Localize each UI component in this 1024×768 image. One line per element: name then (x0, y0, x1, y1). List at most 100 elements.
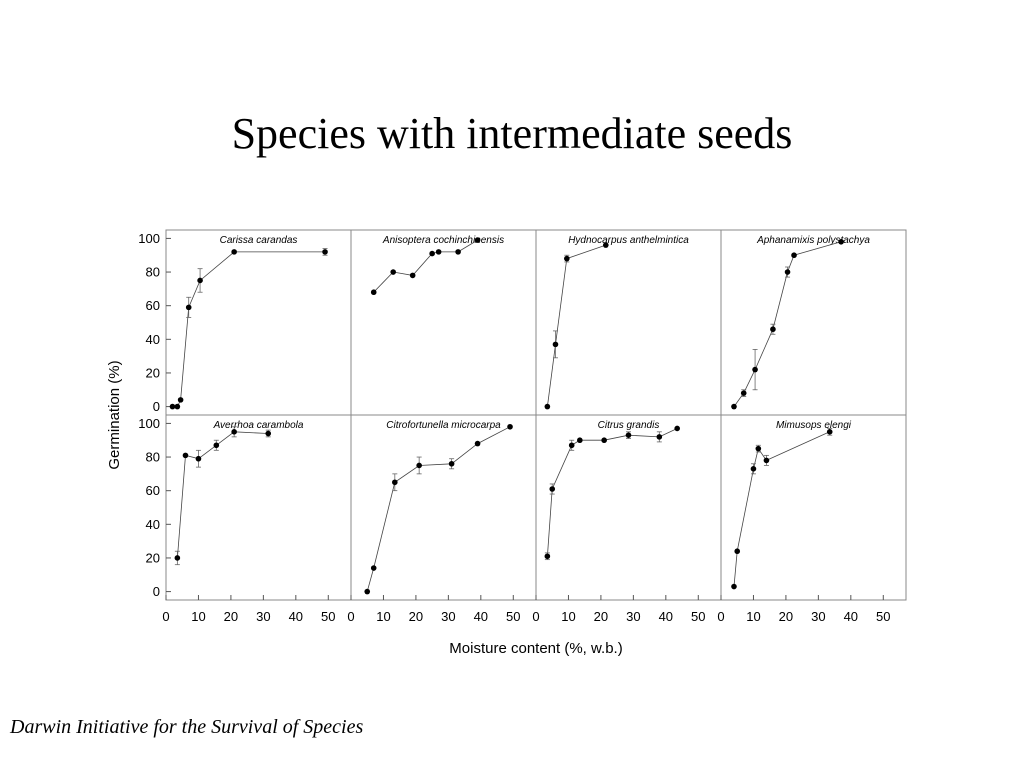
panel-title: Carissa carandas (220, 235, 298, 246)
series-line (733, 431, 830, 587)
data-point (838, 238, 844, 245)
footer-credit: Darwin Initiative for the Survival of Sp… (10, 716, 364, 738)
x-tick-label: 20 (779, 609, 793, 624)
x-tick-label: 50 (506, 609, 520, 624)
data-point (390, 269, 396, 275)
y-tick-label: 100 (138, 416, 160, 431)
y-axis-title: Germination (%) (106, 360, 123, 469)
series-line (547, 428, 678, 557)
x-tick-label: 20 (409, 609, 423, 624)
x-tick-label: 50 (321, 609, 335, 624)
series-line (172, 251, 325, 408)
data-point (568, 442, 575, 449)
data-point (564, 255, 570, 262)
x-tick-label: 40 (844, 609, 858, 624)
data-point (231, 429, 237, 435)
data-point (552, 341, 559, 348)
data-point (435, 249, 442, 255)
data-point (364, 588, 371, 595)
panel-title: Aphanamixis polystachya (756, 235, 870, 246)
x-tick-label: 20 (594, 609, 608, 624)
y-tick-label: 80 (146, 265, 160, 280)
x-tick-label: 10 (376, 609, 390, 624)
data-point (731, 403, 737, 410)
panel-title: Mimusops elengi (776, 420, 852, 431)
data-point (784, 269, 791, 275)
series-line (366, 426, 511, 592)
data-point (549, 486, 556, 492)
x-tick-label: 50 (691, 609, 705, 624)
data-point (740, 390, 747, 396)
slide-title: Species with intermediate seeds (231, 109, 793, 158)
panel-title: Citrofortunella microcarpa (386, 420, 501, 431)
data-point (602, 242, 609, 248)
x-tick-label: 30 (626, 609, 640, 624)
data-point (231, 249, 237, 255)
x-tick-label: 10 (561, 609, 575, 624)
y-tick-label: 100 (138, 231, 160, 246)
x-tick-label: 30 (811, 609, 825, 624)
x-tick-label: 40 (474, 609, 488, 624)
data-point (474, 440, 481, 447)
data-point (601, 437, 607, 444)
panel-title: Hydnocarpus anthelmintica (568, 235, 689, 246)
data-point (656, 434, 663, 440)
data-point (625, 432, 632, 438)
data-point (755, 445, 762, 452)
data-point (370, 565, 377, 571)
data-point (731, 583, 737, 590)
x-tick-label: 50 (876, 609, 890, 624)
x-axis-title: Moisture content (%, w.b.) (449, 640, 622, 657)
y-tick-label: 40 (146, 517, 160, 532)
data-point (416, 462, 422, 469)
series-line (733, 241, 842, 407)
data-point (174, 555, 181, 561)
series-line (547, 244, 606, 407)
data-point (455, 249, 461, 255)
data-point (763, 457, 770, 464)
x-tick-label: 10 (191, 609, 205, 624)
data-point (392, 479, 398, 486)
y-tick-label: 20 (146, 550, 160, 565)
data-point (177, 397, 184, 403)
data-point (734, 548, 741, 555)
panel-title: Anisoptera cochinchinensis (382, 235, 504, 246)
data-point (750, 466, 757, 472)
data-point (544, 553, 551, 560)
series-line (373, 239, 478, 293)
data-point (474, 237, 481, 243)
x-tick-label: 40 (289, 609, 303, 624)
data-point (674, 425, 680, 432)
x-tick-label: 30 (441, 609, 455, 624)
y-tick-label: 60 (146, 483, 160, 498)
data-point (182, 452, 189, 459)
x-tick-label: 10 (746, 609, 760, 624)
data-point (752, 366, 758, 373)
x-tick-label: 0 (347, 609, 354, 624)
y-tick-label: 80 (146, 450, 160, 465)
data-point (174, 403, 181, 410)
data-point (577, 437, 583, 444)
x-tick-label: 30 (256, 609, 270, 624)
series-line (177, 431, 269, 559)
y-tick-label: 40 (146, 332, 160, 347)
data-point (370, 289, 377, 296)
data-point (826, 429, 833, 435)
data-point (544, 403, 551, 410)
x-tick-label: 0 (717, 609, 724, 624)
y-tick-label: 0 (153, 584, 160, 599)
x-tick-label: 20 (224, 609, 238, 624)
data-point (507, 423, 513, 430)
panel-title: Averrhoa carambola (213, 420, 304, 431)
data-point (791, 252, 797, 259)
panel-title: Citrus grandis (598, 420, 660, 431)
data-point (770, 326, 776, 333)
y-tick-label: 60 (146, 298, 160, 313)
data-point (409, 272, 416, 279)
data-point (197, 277, 203, 284)
data-point (185, 304, 192, 311)
data-point (213, 442, 220, 449)
data-point (322, 249, 328, 255)
data-point (265, 430, 272, 437)
